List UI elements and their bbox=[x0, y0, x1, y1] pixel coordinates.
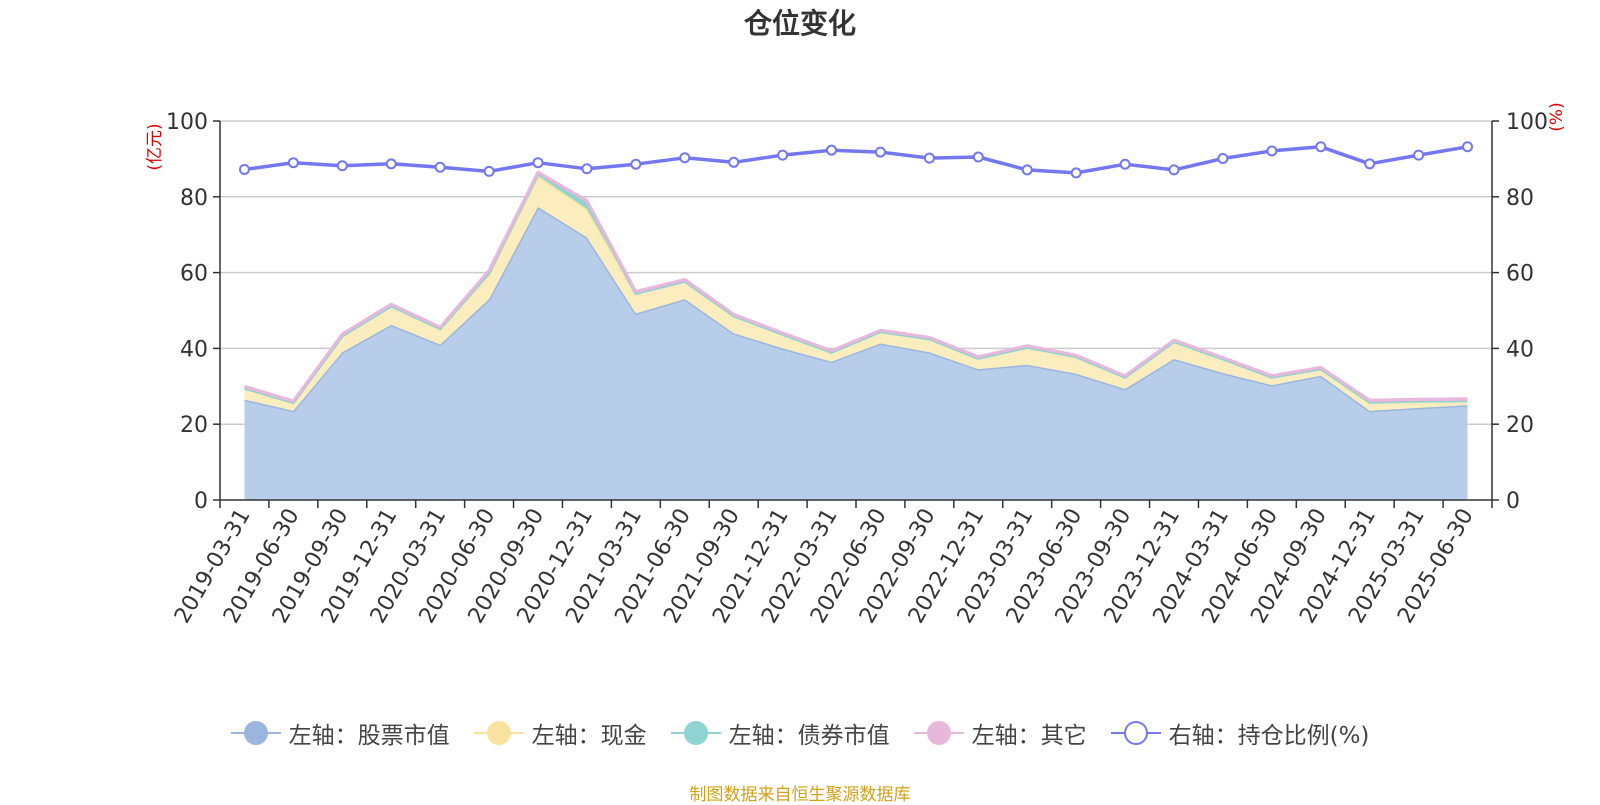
ratio-point bbox=[385, 158, 397, 170]
legend-label: 左轴：债券市值 bbox=[728, 723, 890, 749]
right-axis-tick-label: 80 bbox=[1506, 186, 1534, 211]
legend-label: 左轴：其它 bbox=[971, 723, 1087, 749]
legend-item-1[interactable]: 左轴：现金 bbox=[473, 716, 647, 750]
right-axis-tick-label: 100 bbox=[1506, 110, 1548, 135]
ratio-point bbox=[336, 160, 348, 172]
left-axis-tick-label: 60 bbox=[180, 262, 208, 287]
legend-marker bbox=[683, 721, 708, 745]
legend-item-4[interactable]: 右轴：持仓比例(%) bbox=[1110, 716, 1370, 750]
ratio-point bbox=[581, 163, 593, 175]
ratio-point bbox=[1462, 141, 1474, 153]
legend-item-2[interactable]: 左轴：债券市值 bbox=[670, 716, 890, 750]
left-axis-tick-label: 0 bbox=[194, 489, 208, 514]
legend-label: 右轴：持仓比例(%) bbox=[1168, 723, 1370, 749]
left-axis-unit: (亿元) bbox=[145, 123, 165, 170]
area-layer bbox=[244, 170, 1468, 500]
left-axis-tick-label: 80 bbox=[180, 186, 208, 211]
legend-marker bbox=[243, 721, 268, 745]
ratio-point bbox=[1021, 164, 1033, 176]
ratio-point bbox=[1266, 145, 1278, 157]
right-axis-unit: (%) bbox=[1547, 102, 1567, 131]
legend-label: 左轴：股票市值 bbox=[288, 723, 450, 749]
right-axis-tick-label: 0 bbox=[1506, 489, 1520, 514]
ratio-point bbox=[1217, 153, 1229, 165]
ratio-point bbox=[679, 152, 691, 164]
ratio-point bbox=[532, 157, 544, 169]
ratio-point bbox=[1119, 158, 1131, 170]
legend: 左轴：股票市值 左轴：现金 左轴：债券市值 左轴：其它 右轴：持仓比例(%) bbox=[0, 716, 1600, 750]
ratio-point bbox=[1413, 149, 1425, 161]
ratio-point bbox=[238, 164, 250, 176]
ratio-point bbox=[923, 152, 935, 164]
chart-title: 仓位变化 bbox=[743, 7, 856, 40]
legend-symbol bbox=[473, 720, 524, 746]
left-axis-tick-label: 100 bbox=[166, 110, 208, 135]
ratio-point bbox=[1364, 158, 1376, 170]
legend-marker bbox=[486, 721, 511, 745]
ratio-line bbox=[244, 145, 1468, 175]
ratio-point bbox=[874, 146, 886, 158]
ratio-point bbox=[972, 151, 984, 163]
left-axis-tick-label: 20 bbox=[180, 413, 208, 438]
legend-symbol bbox=[1110, 720, 1161, 746]
ratio-point bbox=[483, 165, 495, 177]
ratio-point bbox=[826, 144, 838, 156]
legend-marker bbox=[926, 721, 951, 745]
ratio-point bbox=[630, 158, 642, 170]
ratio-point bbox=[1070, 167, 1082, 179]
legend-symbol bbox=[670, 720, 721, 746]
legend-symbol bbox=[913, 720, 964, 746]
ratio-point bbox=[434, 161, 446, 173]
right-axis-tick-label: 20 bbox=[1506, 413, 1534, 438]
legend-label: 左轴：现金 bbox=[531, 723, 647, 749]
ratio-point bbox=[728, 156, 740, 168]
ratio-line-layer bbox=[238, 141, 1474, 179]
left-axis-tick-label: 40 bbox=[180, 337, 208, 362]
right-axis-tick-label: 40 bbox=[1506, 337, 1534, 362]
ratio-point bbox=[1315, 141, 1327, 153]
legend-marker bbox=[1123, 721, 1148, 745]
area-series-line-3 bbox=[244, 170, 1468, 403]
ratio-point bbox=[1168, 164, 1180, 176]
legend-item-3[interactable]: 左轴：其它 bbox=[913, 716, 1087, 750]
legend-item-0[interactable]: 左轴：股票市值 bbox=[230, 716, 450, 750]
legend-symbol bbox=[230, 720, 281, 746]
source-note: 制图数据来自恒生聚源数据库 bbox=[689, 785, 911, 805]
ratio-point bbox=[287, 157, 299, 169]
ratio-point bbox=[777, 149, 789, 161]
right-axis-tick-label: 60 bbox=[1506, 262, 1534, 287]
